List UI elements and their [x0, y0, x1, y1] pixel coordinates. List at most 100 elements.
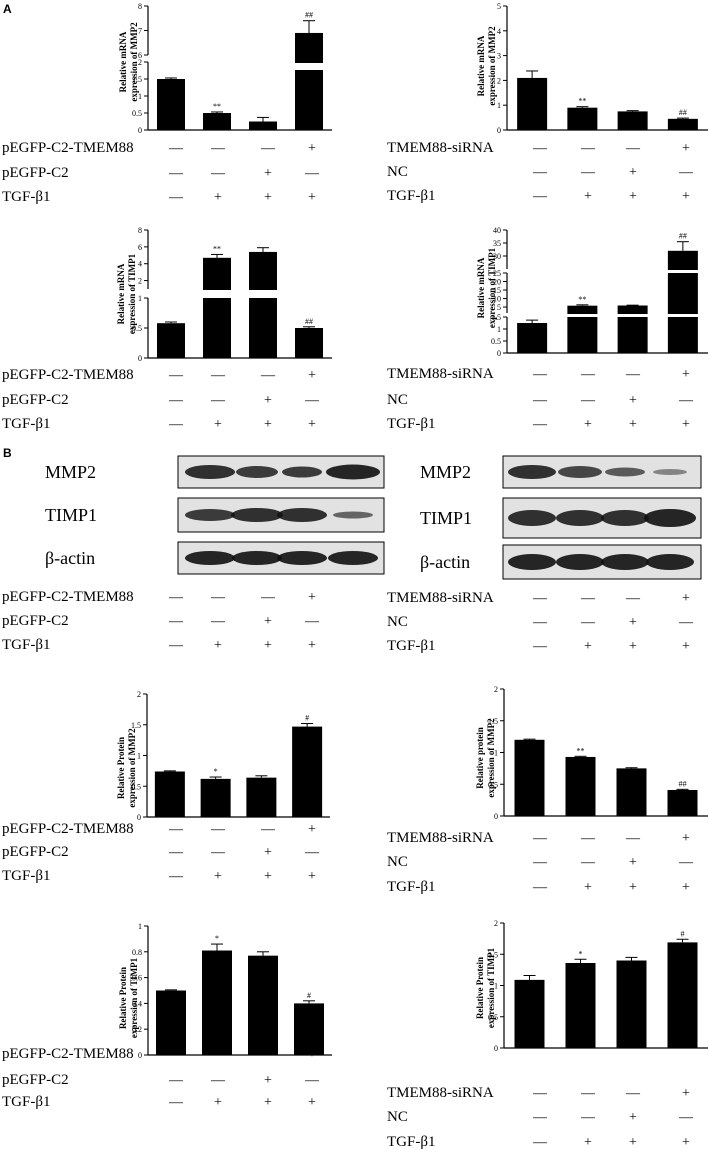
y-tick-label: 7 [138, 27, 142, 36]
y-axis-label: Relative mRNAexpression of TIMP1 [476, 247, 497, 328]
overexpression-condition-mark: + [214, 190, 222, 205]
knockdown-condition-mark: + [584, 880, 592, 895]
overexpression-condition-mark: — [210, 614, 226, 629]
y-tick-label: 2 [138, 58, 142, 67]
overexpression-condition-mark: — [304, 393, 320, 408]
overexpression-condition-mark: + [264, 190, 272, 205]
y-axis-label-line: expression of TIMP1 [487, 247, 497, 328]
bar [248, 955, 278, 1055]
knockdown-condition-label: NC [387, 614, 408, 630]
y-tick-label: 2 [497, 76, 501, 85]
y-axis-label: Relative Proteinexpression of MMP2 [116, 728, 137, 808]
overexpression-condition-mark: + [214, 1095, 222, 1110]
knockdown-condition-mark: + [629, 393, 637, 408]
y-tick-label: 1 [497, 101, 501, 110]
knockdown-condition-label: TMEM88-siRNA [387, 830, 494, 846]
y-axis-label-line: Relative Protein [475, 957, 485, 1019]
blot-band [282, 466, 322, 478]
blot-label: β-actin [45, 548, 95, 568]
y-axis-label: Relative mRNAexpression of MMP2 [476, 26, 497, 106]
axis-break-gap [508, 314, 709, 317]
significance-label: * [215, 934, 219, 943]
knockdown-condition-mark: + [584, 639, 592, 654]
y-axis-label-line: expression of MMP2 [487, 26, 497, 106]
overexpression-condition-label: pEGFP-C2 [2, 392, 69, 408]
overexpression-condition-mark: — [260, 590, 276, 605]
significance-label: ## [305, 317, 313, 326]
y-tick-label: 0 [494, 1044, 498, 1053]
knockdown-condition-mark: — [580, 831, 596, 846]
bar [249, 251, 277, 358]
y-tick-label: 0.5 [488, 1013, 498, 1022]
overexpression-condition-mark: — [210, 1047, 226, 1062]
y-axis-label-line: expression of TIMP1 [486, 947, 496, 1028]
blot-band [232, 551, 282, 565]
y-axis-label-line: Relative mRNA [476, 35, 486, 96]
y-tick-label: 0.2 [132, 1025, 142, 1034]
y-axis-label-line: Relative mRNA [118, 31, 128, 92]
bar [249, 121, 277, 130]
significance-label: ** [577, 746, 585, 755]
overexpression-condition-mark: — [260, 141, 276, 156]
overexpression-condition-mark: + [308, 590, 316, 605]
knockdown-condition-mark: — [580, 393, 596, 408]
knockdown-condition-mark: — [580, 591, 596, 606]
y-axis-label-line: Relative protein [475, 727, 485, 789]
overexpression-condition-label: TGF-β1 [2, 416, 50, 432]
y-tick-label: 2 [137, 690, 141, 699]
chart-mrna-timp1-overexpression: 0 0.5 1 2 4 6 8 Relative mRNAexpression of TIMP… [116, 226, 333, 363]
significance-label: * [579, 949, 583, 958]
y-tick-label: 1 [138, 92, 142, 101]
bar [514, 739, 545, 816]
knockdown-condition-mark: — [532, 855, 548, 870]
overexpression-condition-mark: + [264, 1073, 272, 1088]
bar [157, 323, 185, 358]
blot-band [508, 554, 556, 570]
y-tick-label: 30 [493, 252, 501, 261]
bar [617, 111, 648, 130]
knockdown-condition-mark: — [532, 367, 548, 382]
knockdown-condition-mark: + [682, 141, 690, 156]
y-tick-label: 8 [138, 2, 142, 11]
significance-label: ## [679, 779, 687, 788]
knockdown-condition-mark: — [580, 367, 596, 382]
overexpression-condition-mark: — [168, 590, 184, 605]
blot-band [646, 554, 694, 570]
knockdown-condition-label: TMEM88-siRNA [387, 1085, 494, 1101]
y-tick-label: 25 [493, 269, 501, 278]
y-tick-label: 0.5 [132, 109, 142, 118]
y-tick-label: 0 [138, 1051, 142, 1060]
knockdown-condition-label: TGF-β1 [387, 1134, 435, 1149]
overexpression-condition-mark: + [308, 368, 316, 383]
knockdown-condition-label: TMEM88-siRNA [387, 140, 494, 156]
y-tick-label: 2 [138, 277, 142, 286]
knockdown-condition-label: TMEM88-siRNA [387, 590, 494, 606]
y-tick-label: 1.5 [491, 313, 501, 322]
knockdown-condition-mark: — [678, 165, 694, 180]
blot-band [508, 465, 556, 479]
knockdown-condition-mark: + [682, 417, 690, 432]
overexpression-condition-mark: — [210, 368, 226, 383]
overexpression-condition-mark: — [168, 417, 184, 432]
knockdown-condition-mark: — [532, 417, 548, 432]
y-tick-label: 0.6 [132, 974, 142, 983]
axis-break-gap [149, 63, 333, 70]
y-tick-label: 0 [138, 354, 142, 363]
knockdown-condition-mark: + [682, 189, 690, 204]
y-tick-label: 20 [493, 278, 501, 287]
knockdown-condition-mark: + [629, 880, 637, 895]
knockdown-condition-mark: — [678, 615, 694, 630]
knockdown-condition-mark: + [682, 367, 690, 382]
bar [203, 113, 231, 130]
overexpression-condition-mark: — [168, 638, 184, 653]
chart-protein-mmp2-knockdown: 0 0.5 1 1.5 2 Relative proteinexpression of M… [475, 685, 708, 821]
blot-band [231, 508, 283, 522]
significance-label: * [214, 767, 218, 776]
bar [616, 960, 647, 1048]
bar [157, 79, 185, 130]
y-tick-label: 1.5 [132, 75, 142, 84]
y-tick-label: 1.5 [488, 950, 498, 959]
knockdown-condition-mark: + [682, 1086, 690, 1101]
knockdown-condition-label: TMEM88-siRNA [387, 366, 494, 382]
blot-band [236, 466, 278, 478]
